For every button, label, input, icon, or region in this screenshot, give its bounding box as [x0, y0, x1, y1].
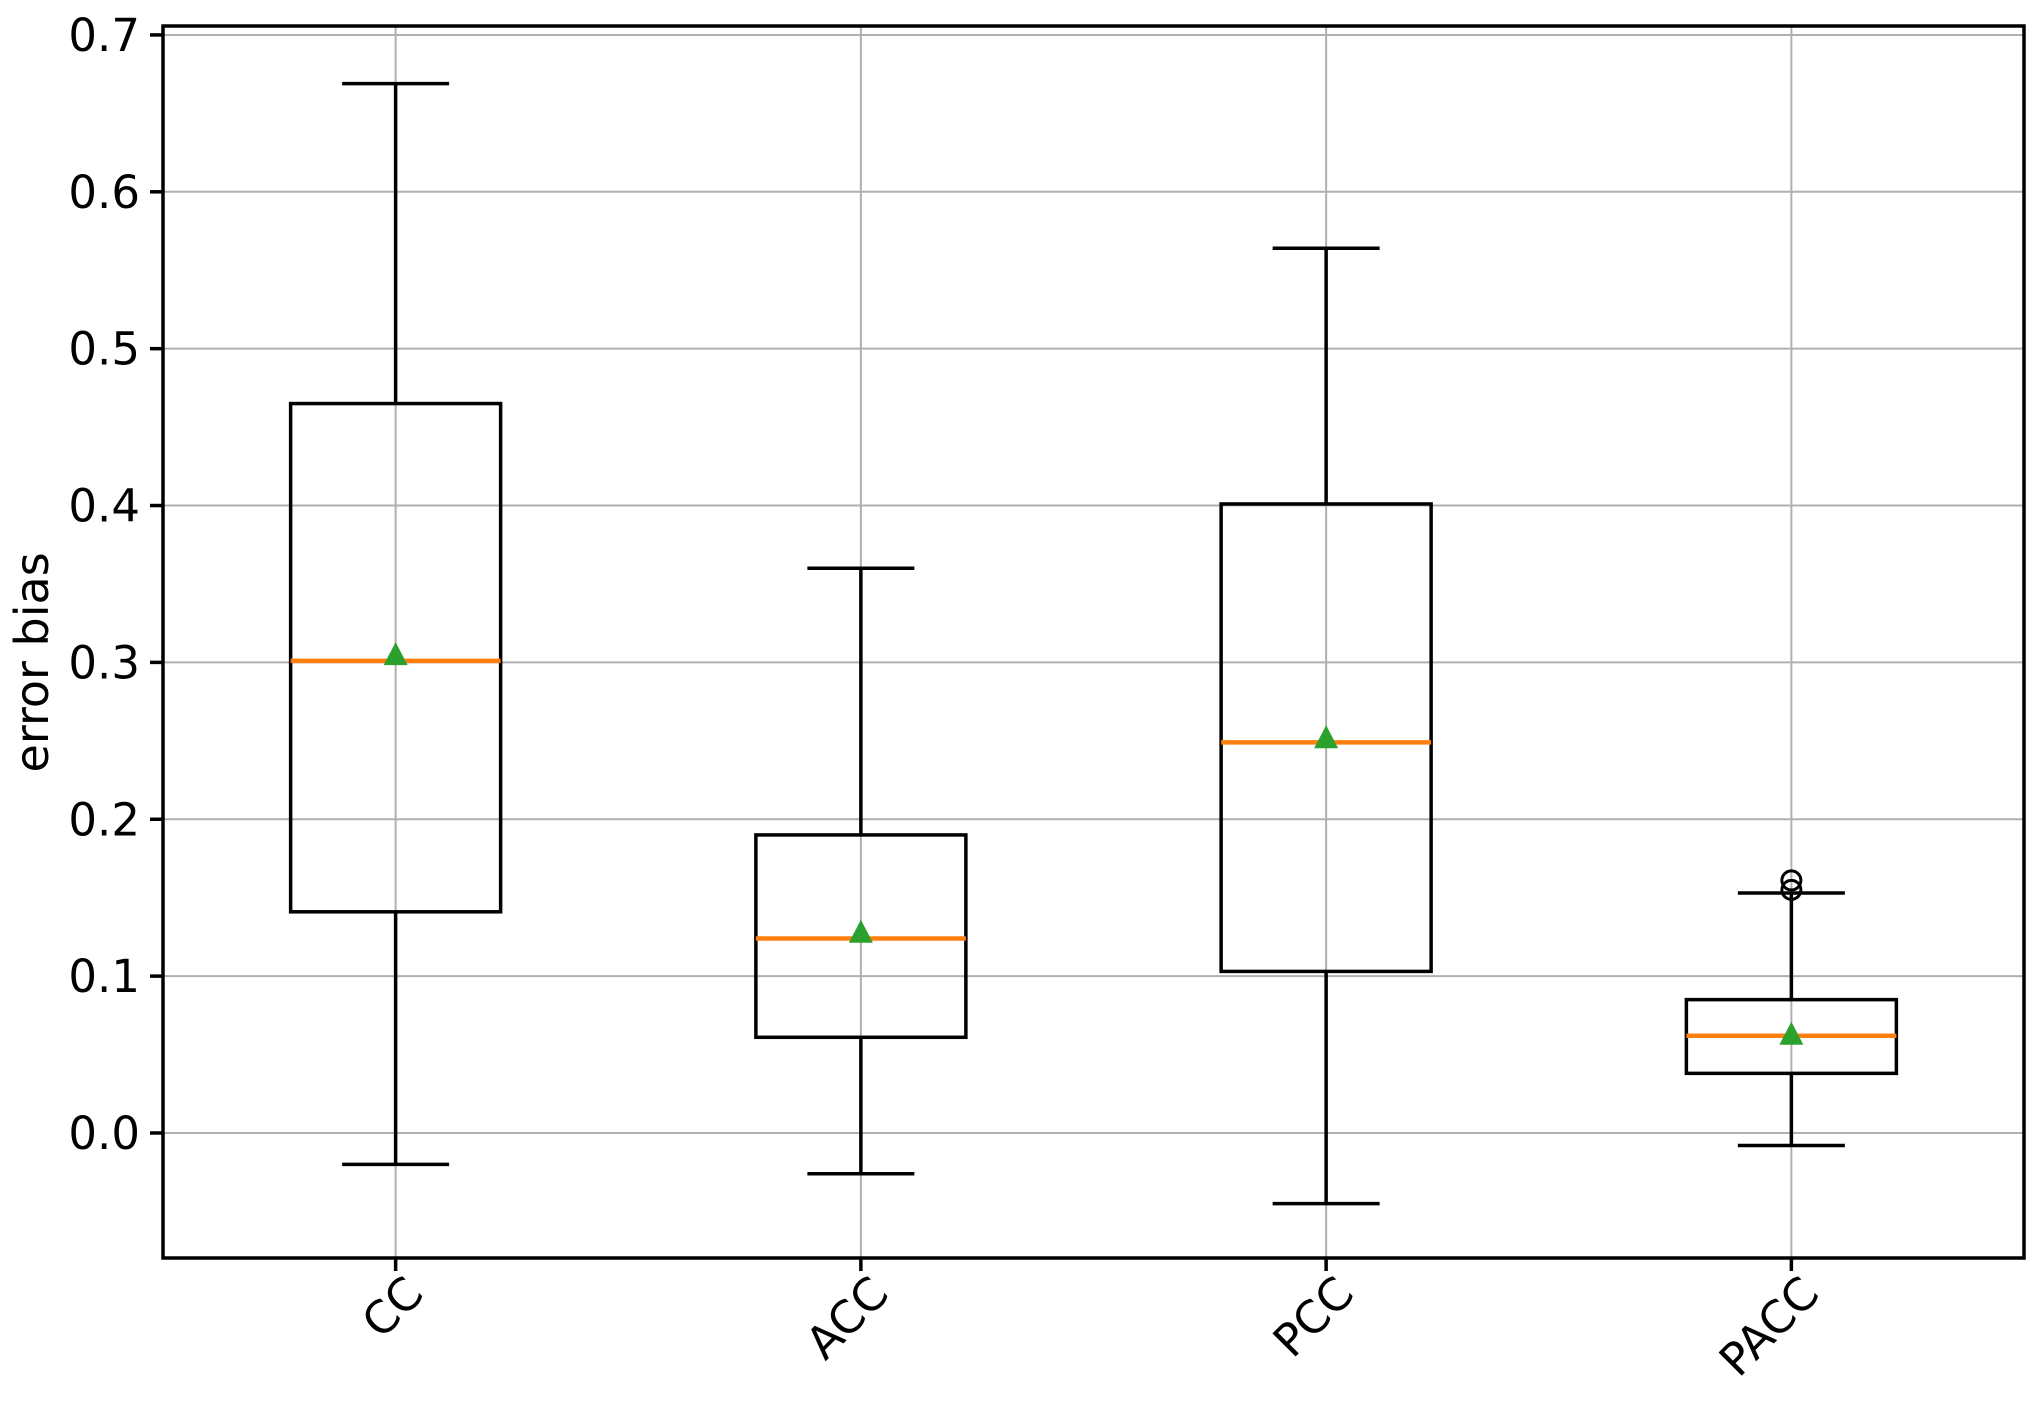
- x-tick-label: PCC: [1263, 1266, 1364, 1367]
- x-tick-label: PACC: [1709, 1266, 1829, 1386]
- y-tick-label: 0.4: [68, 480, 140, 533]
- mean-marker: [1779, 1021, 1804, 1045]
- iqr-box: [288, 401, 503, 914]
- y-tick-label: 0.1: [68, 950, 140, 1003]
- box-ACC: [754, 566, 968, 1176]
- iqr-box: [1219, 502, 1433, 974]
- y-tick-label: 0.0: [68, 1107, 140, 1160]
- mean-marker: [848, 919, 873, 943]
- y-axis: 0.0 0.1 0.2 0.3 0.4 0.5 0.6 0.7: [68, 9, 163, 1160]
- mean-marker: [1314, 725, 1339, 749]
- box-PCC: [1219, 246, 1433, 1206]
- y-tick-label: 0.3: [68, 636, 140, 689]
- outlier-marker: [1780, 869, 1803, 892]
- x-tick-label: ACC: [796, 1266, 899, 1369]
- y-axis-title: error bias: [5, 552, 59, 772]
- axes-spines: [161, 24, 2026, 1260]
- iqr-box: [754, 833, 968, 1040]
- y-tick-label: 0.5: [68, 323, 140, 376]
- x-tick-label: CC: [351, 1266, 433, 1348]
- y-tick-label: 0.2: [68, 793, 140, 846]
- outlier-marker: [1780, 878, 1803, 901]
- mean-marker: [383, 642, 408, 666]
- x-axis: CC ACC PCC PACC: [351, 1258, 1829, 1387]
- y-tick-label: 0.7: [68, 9, 140, 62]
- box-CC: [288, 81, 503, 1167]
- y-tick-label: 0.6: [68, 166, 140, 219]
- box-PACC: [1684, 869, 1899, 1148]
